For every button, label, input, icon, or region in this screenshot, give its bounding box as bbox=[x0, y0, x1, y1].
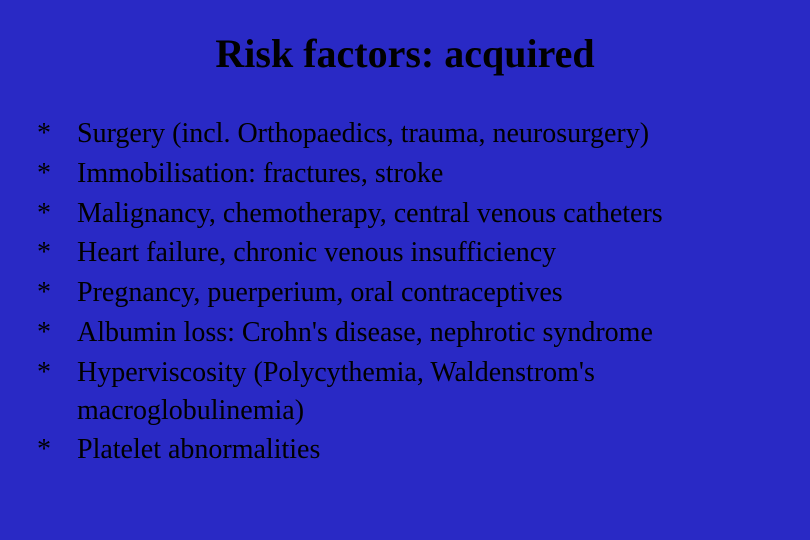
bullet-text: Hyperviscosity (Polycythemia, Waldenstro… bbox=[77, 354, 775, 430]
bullet-text: Heart failure, chronic venous insufficie… bbox=[77, 234, 775, 272]
slide-title: Risk factors: acquired bbox=[35, 30, 775, 77]
bullet-text: Albumin loss: Crohn's disease, nephrotic… bbox=[77, 314, 775, 352]
bullet-text: Immobilisation: fractures, stroke bbox=[77, 155, 775, 193]
list-item: * Pregnancy, puerperium, oral contracept… bbox=[35, 274, 775, 312]
bullet-icon: * bbox=[35, 431, 77, 469]
list-item: * Hyperviscosity (Polycythemia, Waldenst… bbox=[35, 354, 775, 430]
list-item: * Heart failure, chronic venous insuffic… bbox=[35, 234, 775, 272]
list-item: * Surgery (incl. Orthopaedics, trauma, n… bbox=[35, 115, 775, 153]
bullet-list: * Surgery (incl. Orthopaedics, trauma, n… bbox=[35, 115, 775, 469]
bullet-text: Platelet abnormalities bbox=[77, 431, 775, 469]
bullet-icon: * bbox=[35, 234, 77, 272]
list-item: * Platelet abnormalities bbox=[35, 431, 775, 469]
list-item: * Malignancy, chemotherapy, central veno… bbox=[35, 195, 775, 233]
slide-container: Risk factors: acquired * Surgery (incl. … bbox=[0, 0, 810, 540]
bullet-icon: * bbox=[35, 195, 77, 233]
list-item: * Immobilisation: fractures, stroke bbox=[35, 155, 775, 193]
bullet-text: Pregnancy, puerperium, oral contraceptiv… bbox=[77, 274, 775, 312]
bullet-text: Malignancy, chemotherapy, central venous… bbox=[77, 195, 775, 233]
bullet-text: Surgery (incl. Orthopaedics, trauma, neu… bbox=[77, 115, 775, 153]
bullet-icon: * bbox=[35, 354, 77, 392]
bullet-icon: * bbox=[35, 314, 77, 352]
bullet-icon: * bbox=[35, 274, 77, 312]
bullet-icon: * bbox=[35, 115, 77, 153]
list-item: * Albumin loss: Crohn's disease, nephrot… bbox=[35, 314, 775, 352]
bullet-icon: * bbox=[35, 155, 77, 193]
